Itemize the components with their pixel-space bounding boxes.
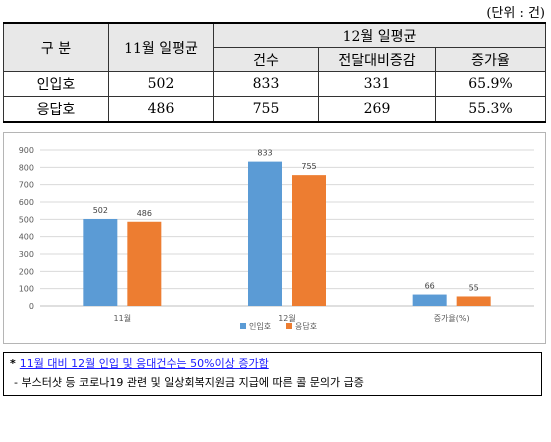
data-label: 502 xyxy=(93,206,108,215)
bar-chart: 0 100 200 300 400 500 600 700 800 900 502 486 11월 833… xyxy=(3,132,546,344)
y-tick-label: 100 xyxy=(19,285,34,294)
cell-dec-rate: 65.9% xyxy=(435,71,546,97)
cell-nov: 486 xyxy=(108,96,214,123)
data-label: 755 xyxy=(301,162,316,171)
summary-table: 구 분 11월 일평균 12월 일평균 건수 전달대비증감 증가율 인입호 50… xyxy=(3,22,546,123)
note-marker: * xyxy=(10,357,16,370)
legend-swatch xyxy=(286,323,292,329)
row-label: 응답호 xyxy=(3,96,109,123)
bar xyxy=(127,221,162,306)
cell-dec-diff: 269 xyxy=(318,96,436,123)
subheader-count: 건수 xyxy=(213,47,319,72)
header-nov: 11월 일평균 xyxy=(108,22,214,72)
cell-nov: 502 xyxy=(108,71,214,97)
subheader-diff: 전달대비증감 xyxy=(318,47,436,72)
table-row: 인입호 502 833 331 65.9% xyxy=(3,71,546,97)
y-tick-label: 500 xyxy=(19,215,34,224)
legend-label: 응답호 xyxy=(295,321,317,331)
cell-dec-rate: 55.3% xyxy=(435,96,546,123)
chart-svg: 0 100 200 300 400 500 600 700 800 900 502 486 11월 833… xyxy=(19,146,534,331)
category-label: 증가율(%) xyxy=(434,314,470,323)
bar xyxy=(456,296,491,306)
cell-dec-count: 833 xyxy=(213,71,319,97)
bar xyxy=(248,161,282,306)
header-dec: 12월 일평균 xyxy=(213,22,546,48)
data-label: 486 xyxy=(137,209,152,218)
bar xyxy=(83,218,118,306)
notes-box: * 11월 대비 12월 인입 및 응대건수는 50%이상 증가함 - 부스터샷 … xyxy=(3,352,542,396)
y-tick-label: 800 xyxy=(19,163,34,172)
bar xyxy=(292,175,326,306)
header-category: 구 분 xyxy=(3,22,109,72)
y-tick-label: 700 xyxy=(19,181,34,190)
cell-dec-count: 755 xyxy=(213,96,319,123)
note-text-1: 11월 대비 12월 인입 및 응대건수는 50%이상 증가함 xyxy=(19,357,269,370)
category-label: 12월 xyxy=(278,313,296,323)
data-label: 833 xyxy=(257,149,272,158)
table-row: 응답호 486 755 269 55.3% xyxy=(3,96,546,123)
y-tick-label: 900 xyxy=(19,146,34,155)
cell-dec-diff: 331 xyxy=(318,71,436,97)
subheader-rate: 증가율 xyxy=(435,47,546,72)
y-tick-label: 400 xyxy=(19,233,34,242)
legend-label: 인입호 xyxy=(249,321,271,331)
category-label: 11월 xyxy=(114,313,132,323)
bar xyxy=(412,294,447,306)
y-tick-label: 200 xyxy=(19,267,34,276)
data-label: 66 xyxy=(425,282,435,291)
y-tick-label: 0 xyxy=(29,302,34,311)
y-tick-label: 600 xyxy=(19,198,34,207)
note-line-2: - 부스터샷 등 코로나19 관련 및 일상회복지원금 지급에 따른 콜 문의가… xyxy=(14,376,364,389)
legend-swatch xyxy=(240,323,246,329)
unit-label: (단위 : 건) xyxy=(486,6,545,21)
data-label: 55 xyxy=(469,283,479,292)
note-line-1: * 11월 대비 12월 인입 및 응대건수는 50%이상 증가함 xyxy=(10,355,541,371)
y-tick-label: 300 xyxy=(19,250,34,259)
row-label: 인입호 xyxy=(3,71,109,97)
